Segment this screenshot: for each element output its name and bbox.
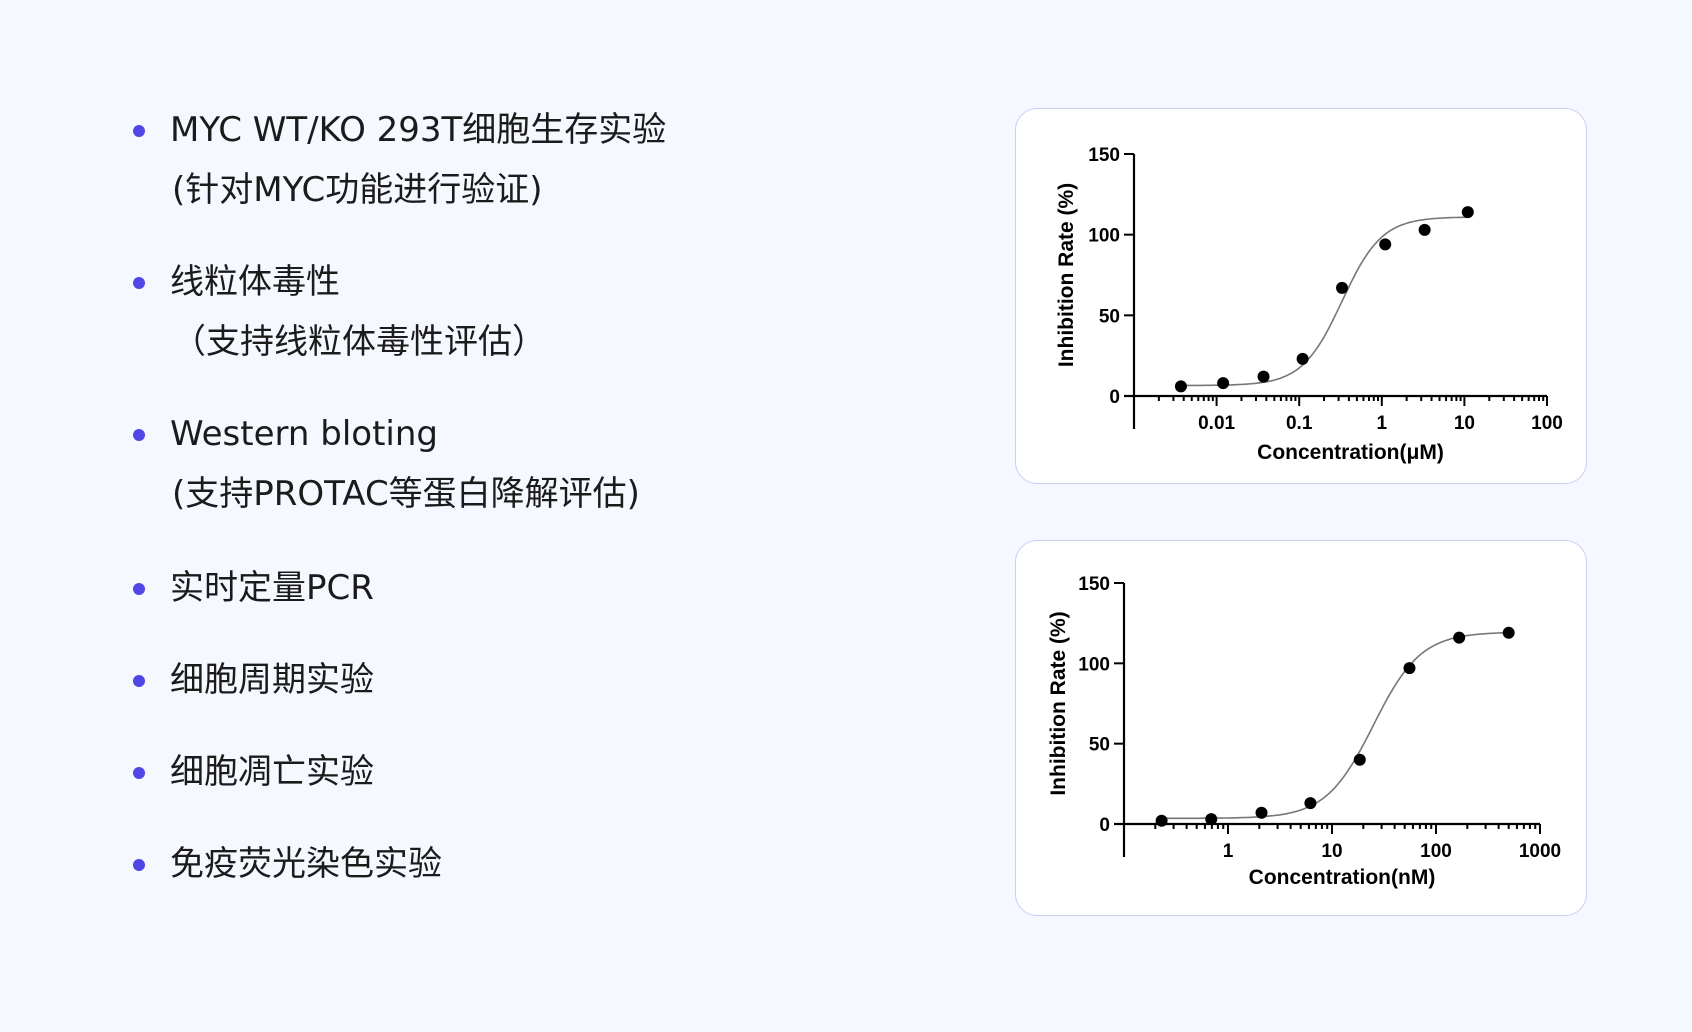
feature-note: (支持PROTAC等蛋白降解评估) (172, 474, 640, 514)
x-tick-label: 1 (1223, 841, 1234, 862)
data-point (1418, 223, 1431, 236)
x-axis-title: Concentration(μM) (1257, 441, 1444, 464)
x-tick-label: 1 (1377, 413, 1388, 434)
y-tick-label: 150 (1088, 145, 1120, 166)
x-tick-label: 0.01 (1198, 413, 1235, 434)
data-point (1336, 281, 1349, 294)
y-tick-label: 100 (1078, 654, 1110, 675)
bullet-icon (133, 277, 145, 289)
bullet-icon (133, 675, 145, 687)
x-axis-title: Concentration(nM) (1249, 866, 1436, 889)
ic50-chart-card-nm: 0 50 100 150 1 10 100 1000 Concentration(nM) Inhi… (1015, 540, 1587, 916)
data-point (1453, 631, 1466, 644)
fit-curve (1180, 216, 1468, 387)
data-point (1205, 813, 1218, 826)
fit-curve (1161, 631, 1509, 820)
ic50-chart-nm: 0 50 100 150 1 10 100 1000 Concentration(nM) Inhi… (1047, 574, 1561, 889)
x-tick-label: 100 (1420, 841, 1452, 862)
bullet-icon (133, 429, 145, 441)
feature-title: 细胞凋亡实验 (170, 752, 374, 792)
feature-title: Western bloting (170, 414, 438, 454)
data-point (1255, 806, 1268, 819)
bullet-icon (133, 125, 145, 137)
data-point (1403, 662, 1416, 675)
data-point (1217, 377, 1230, 390)
data-point (1304, 797, 1317, 810)
data-point (1296, 352, 1309, 365)
data-point (1502, 626, 1515, 639)
feature-title: 线粒体毒性 (170, 262, 340, 302)
y-axis-title: Inhibition Rate (%) (1047, 611, 1070, 795)
x-tick-label: 1000 (1519, 841, 1561, 862)
bullet-icon (133, 859, 145, 871)
y-axis-title: Inhibition Rate (%) (1055, 183, 1078, 367)
feature-title: 实时定量PCR (170, 568, 374, 608)
ic50-chart-um: 0 50 100 150 0.01 0.1 1 10 100 Concentration(μM) I… (1055, 145, 1563, 464)
x-tick-label: 0.1 (1286, 413, 1313, 434)
bullet-icon (133, 583, 145, 595)
data-point (1461, 206, 1474, 219)
x-tick-label: 10 (1321, 841, 1342, 862)
x-tick-label: 100 (1531, 413, 1563, 434)
feature-title: 免疫荧光染色实验 (170, 844, 442, 884)
y-tick-label: 50 (1099, 306, 1120, 327)
y-tick-label: 150 (1078, 574, 1110, 595)
ic50-chart-card-um: 0 50 100 150 0.01 0.1 1 10 100 Concentration(μM) I… (1015, 108, 1587, 484)
data-point (1257, 370, 1270, 383)
y-tick-label: 0 (1109, 387, 1120, 408)
data-point (1174, 380, 1187, 393)
data-point (1353, 753, 1366, 766)
data-point (1155, 814, 1168, 827)
feature-note: (针对MYC功能进行验证) (172, 170, 543, 210)
y-tick-label: 50 (1089, 735, 1110, 756)
x-tick-label: 10 (1454, 413, 1475, 434)
bullet-icon (133, 767, 145, 779)
feature-note: （支持线粒体毒性评估） (172, 322, 546, 362)
y-tick-label: 0 (1099, 815, 1110, 836)
feature-title: 细胞周期实验 (170, 660, 374, 700)
feature-title: MYC WT/KO 293T细胞生存实验 (170, 110, 667, 150)
data-point (1379, 238, 1392, 251)
y-tick-label: 100 (1088, 226, 1120, 247)
